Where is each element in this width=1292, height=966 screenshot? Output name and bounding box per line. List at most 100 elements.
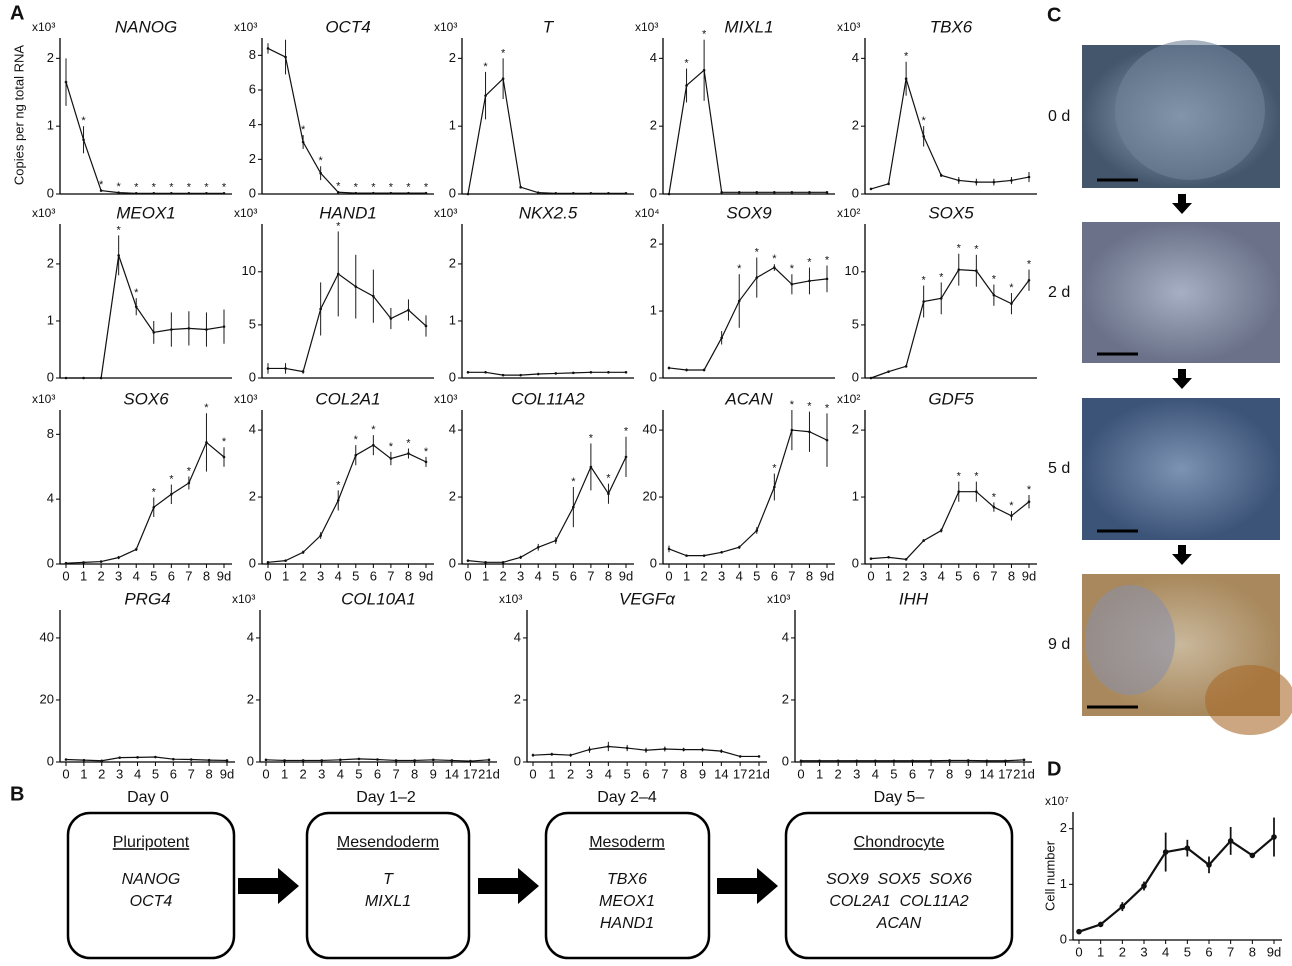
significance-mark: *	[974, 471, 979, 483]
x-tick-label: 3	[920, 568, 927, 583]
x-tick-label: 14	[714, 766, 728, 781]
data-point	[808, 191, 811, 194]
data-point	[170, 328, 173, 331]
y-tick-label: 4	[449, 422, 456, 437]
significance-mark: *	[169, 182, 174, 194]
significance-mark: *	[904, 51, 909, 63]
stage-day: Day 5–	[874, 789, 925, 806]
x-tick-label: 9d	[1022, 568, 1036, 583]
x-tick-label: 3	[718, 568, 725, 583]
data-point	[188, 482, 191, 485]
data-point	[467, 193, 470, 196]
x-tick-label: 2	[902, 568, 909, 583]
data-point	[826, 439, 829, 442]
chart-title: NANOG	[115, 17, 177, 36]
significance-mark: *	[319, 155, 324, 167]
significance-mark: *	[371, 424, 376, 436]
y-tick-label: 1	[449, 312, 456, 327]
data-point	[65, 377, 68, 380]
y-tick-label: 1	[852, 488, 859, 503]
data-point	[625, 371, 628, 374]
data-point	[948, 759, 951, 762]
data-point	[82, 138, 85, 141]
y-tick-label: 0	[852, 555, 859, 570]
data-point	[893, 759, 896, 762]
significance-mark: *	[957, 243, 962, 255]
y-tick-label: 0	[247, 753, 254, 768]
stage-gene: MIXL1	[365, 893, 411, 910]
data-line	[871, 270, 1029, 378]
data-point	[320, 759, 323, 762]
data-point	[870, 377, 873, 380]
significance-mark: *	[152, 182, 157, 194]
y-axis-label: Copies per ng total RNA	[11, 45, 26, 186]
stain	[1205, 665, 1292, 735]
x-tick-label: 14	[980, 766, 994, 781]
y-tick-label: 0	[852, 185, 859, 200]
y-multiplier: x10²	[837, 392, 860, 406]
x-tick-label: 9d	[1267, 944, 1281, 959]
data-point	[922, 135, 925, 138]
data-point	[685, 84, 688, 87]
data-point	[870, 557, 873, 560]
y-tick-label: 2	[650, 236, 657, 251]
data-point	[302, 551, 305, 554]
significance-mark: *	[1009, 282, 1014, 294]
x-tick-label: 2	[299, 568, 306, 583]
x-tick-label: 3	[517, 568, 524, 583]
x-tick-label: 0	[867, 568, 874, 583]
chart-title: TBX6	[930, 17, 973, 36]
data-point	[773, 191, 776, 194]
x-tick-label: 4	[938, 568, 945, 583]
data-point	[172, 758, 175, 761]
x-tick-label: 9d	[217, 568, 231, 583]
y-multiplier: x10⁷	[1045, 794, 1069, 808]
significance-mark: *	[117, 181, 122, 193]
x-tick-label: 6	[771, 568, 778, 583]
data-point	[208, 759, 211, 762]
data-point	[887, 556, 890, 559]
data-point	[685, 369, 688, 372]
x-tick-label: 4	[335, 568, 342, 583]
data-point	[537, 373, 540, 376]
data-point	[800, 759, 803, 762]
significance-mark: *	[807, 256, 812, 268]
data-point	[607, 492, 610, 495]
x-tick-label: 3	[115, 568, 122, 583]
x-tick-label: 3	[586, 766, 593, 781]
data-line	[66, 82, 224, 193]
data-point	[993, 294, 996, 297]
data-point	[65, 562, 68, 565]
x-tick-label: 3	[318, 766, 325, 781]
data-point	[572, 192, 575, 195]
micrograph-label: 9 d	[1048, 636, 1070, 653]
x-tick-label: 21d	[1013, 766, 1035, 781]
data-point	[265, 759, 268, 762]
y-tick-label: 8	[47, 426, 54, 441]
data-point	[372, 295, 375, 298]
data-point	[922, 300, 925, 303]
data-point	[537, 191, 540, 194]
data-point	[65, 758, 68, 761]
panel-label: D	[1047, 758, 1061, 780]
y-tick-label: 0	[249, 185, 256, 200]
y-tick-label: 2	[249, 151, 256, 166]
y-tick-label: 4	[650, 50, 657, 65]
data-point	[720, 551, 723, 554]
data-point	[957, 179, 960, 182]
data-point	[82, 377, 85, 380]
data-point	[395, 759, 398, 762]
y-multiplier: x10³	[434, 20, 457, 34]
y-multiplier: x10³	[499, 592, 522, 606]
data-point	[519, 374, 522, 377]
significance-mark: *	[790, 263, 795, 275]
x-tick-label: 2	[835, 766, 842, 781]
y-tick-label: 4	[782, 629, 789, 644]
x-tick-label: 0	[1075, 944, 1082, 959]
y-tick-label: 4	[514, 629, 521, 644]
y-multiplier: x10³	[32, 392, 55, 406]
data-point	[1163, 849, 1169, 855]
y-tick-label: 4	[249, 422, 256, 437]
data-point	[957, 490, 960, 493]
data-point	[668, 548, 671, 551]
